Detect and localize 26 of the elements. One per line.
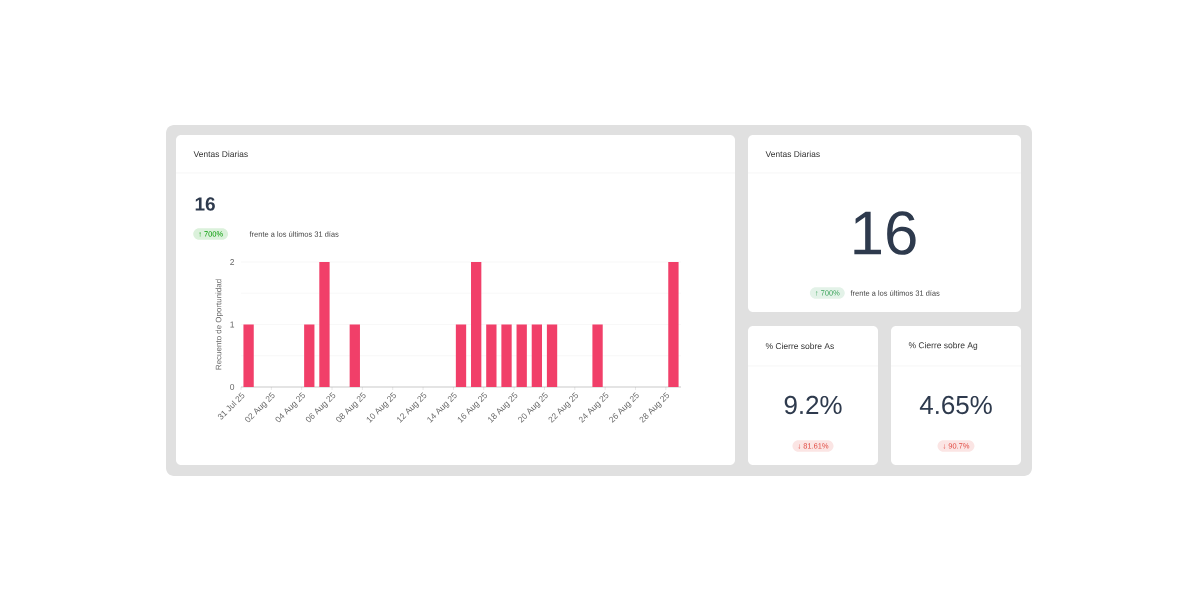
text: 4.65% <box>919 395 992 415</box>
y-tick-label: 1 <box>230 321 235 328</box>
x-tick-label: 14 Aug 25 <box>427 392 457 423</box>
text: Ventas Diarias <box>765 150 820 158</box>
x-tick-label: 26 Aug 25 <box>609 392 639 423</box>
x-tick-label: 22 Aug 25 <box>548 392 579 423</box>
y-tick-label: 2 <box>230 259 235 265</box>
x-tick-label: 10 Aug 25 <box>366 392 396 423</box>
y-tick-label: 0 <box>230 383 235 390</box>
x-tick-label: 31 Jul 25 <box>217 392 245 420</box>
text: 16 <box>195 197 215 211</box>
x-tick-label: 16 Aug 25 <box>457 392 487 423</box>
chart-title: Ventas Diarias <box>193 150 248 158</box>
x-tick-label: 24 Aug 25 <box>578 392 609 423</box>
x-tick-label: 18 Aug 25 <box>488 392 518 423</box>
text: 16 <box>854 211 916 255</box>
x-tick-label: 02 Aug 25 <box>245 392 275 423</box>
x-tick-label: 04 Aug 25 <box>275 392 305 423</box>
x-tick-label: 06 Aug 25 <box>305 392 336 423</box>
x-tick-label: 28 Aug 25 <box>639 392 670 423</box>
x-tick-label: 12 Aug 25 <box>397 392 427 423</box>
x-tick-label: 08 Aug 25 <box>336 392 366 423</box>
text: % Cierre sobre As <box>765 342 834 350</box>
x-tick-label: 20 Aug 25 <box>518 392 548 423</box>
text: % Cierre sobre Ag <box>908 342 978 350</box>
text: 9.2% <box>784 395 842 415</box>
